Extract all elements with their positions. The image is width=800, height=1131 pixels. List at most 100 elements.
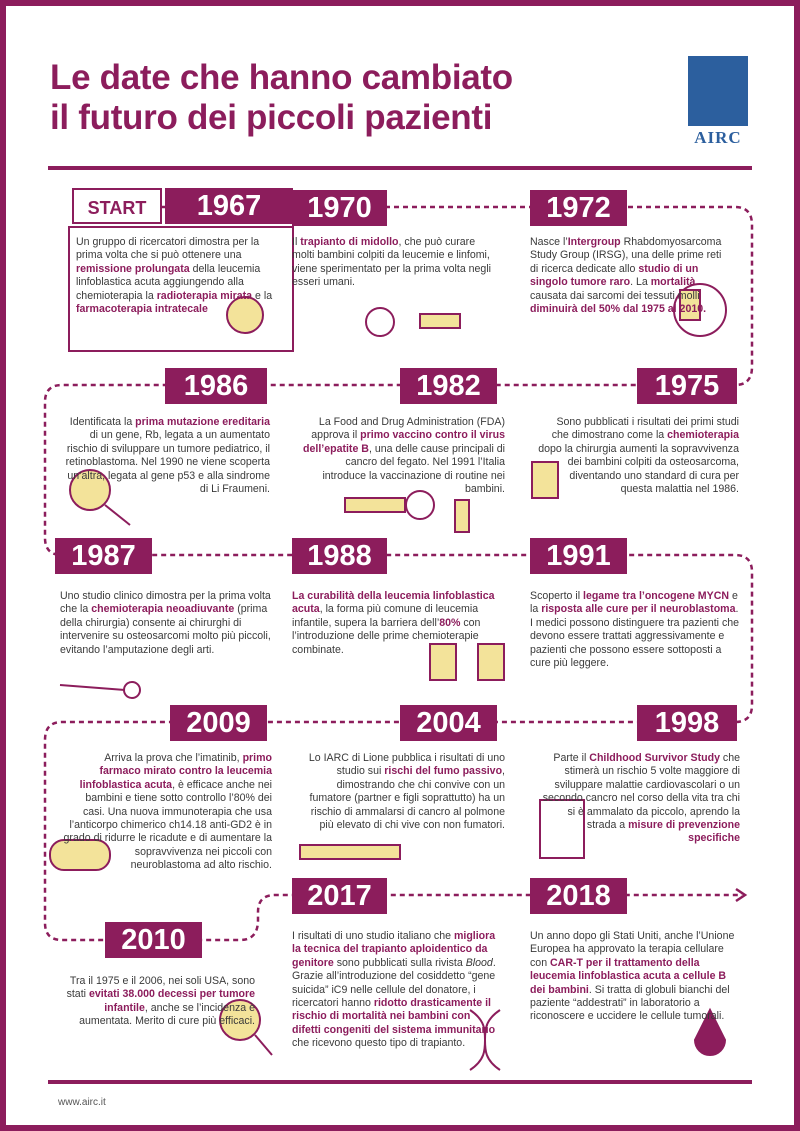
entry-text: Tra il 1975 e il 2006, nei soli USA, son… (50, 975, 255, 1029)
text-run: Lo IARC di Lione pubblica i risultati di… (308, 752, 505, 778)
bold-run: 80% (439, 616, 461, 629)
entry-text: La Food and Drug Administration (FDA) ap… (300, 416, 505, 496)
icons (49, 283, 727, 1071)
bold-run: legame tra l’oncogene MYCN (583, 590, 729, 602)
bold-run: CAR-T per il trattamento della leucemia … (530, 956, 727, 996)
text-run: e la (252, 289, 273, 302)
bold-run: remissione prolungata (76, 262, 190, 275)
bold-run: chemioterapia neoadiuvante (91, 603, 235, 616)
text-run: , una delle cause principali di cancro d… (322, 442, 505, 496)
bold-run: misure di prevenzione specifiche (628, 819, 740, 845)
start-box (68, 226, 294, 352)
text-run: Uno studio clinico dimostra per la prima… (60, 590, 271, 616)
text-run: della leucemia linfoblastica acuta aggiu… (76, 262, 261, 302)
italic-run: Blood (465, 956, 493, 969)
arrow-head (735, 887, 748, 903)
text-run: Arriva la prova che l’imatinib, (104, 752, 243, 764)
bold-run: Intergroup (567, 236, 621, 248)
text-run: (prima della chirurgia) consente ai chir… (60, 603, 271, 656)
year-badge: 2004 (400, 705, 497, 741)
bold-run: primo vaccino contro il virus dell’epati… (303, 429, 505, 455)
text-run: che stimerà un rischio 5 volte maggiore … (542, 752, 740, 832)
title-line: il futuro dei piccoli pazienti (50, 98, 493, 137)
entry-text: Arriva la prova che l’imatinib, primo fa… (62, 752, 272, 873)
year-badge: 1988 (292, 538, 387, 574)
entry-text: Parte il Childhood Survivor Study che st… (540, 752, 740, 846)
text-run: Un gruppo di ricercatori dimostra per la… (76, 236, 260, 262)
text-run: , anche se l’incidenza è aumentata. Meri… (79, 1001, 255, 1028)
bold-run: ridotto drasticamente il rischio di mort… (292, 997, 496, 1036)
entry-text: Scoperto il legame tra l’oncogene MYCN e… (530, 590, 742, 670)
entry-text: Uno studio clinico dimostra per la prima… (60, 590, 272, 657)
bold-run: Childhood Survivor Study (589, 752, 720, 764)
start-label: START (72, 188, 162, 224)
year-badge: 1987 (55, 538, 152, 574)
bottom-rule (48, 1080, 752, 1084)
year-badge: 1998 (637, 705, 737, 741)
bold-run: chemioterapia (667, 429, 739, 442)
text-run: Nasce l’ (530, 236, 568, 248)
bold-run: studio di un singolo tumore raro (530, 262, 699, 289)
text-run: , la forma più comune di leucemia infant… (292, 603, 479, 629)
bold-run: risposta alle cure per il neuroblastoma (541, 603, 736, 616)
logo (688, 56, 748, 126)
text-run: dopo la chirurgia aumenti la sopravviven… (538, 442, 739, 496)
year-badge: 2017 (292, 878, 387, 914)
year-badge: 1982 (400, 368, 497, 404)
bold-run: La curabilità della leucemia linfoblasti… (292, 590, 495, 616)
bold-run: prima mutazione ereditaria (135, 416, 270, 428)
text-run: Identificata la (69, 416, 136, 428)
year-badge: 1991 (530, 538, 627, 574)
entry-text: Il trapianto di midollo, che può curare … (292, 236, 497, 290)
dashed-line (43, 205, 754, 942)
text-run: con l’introduzione delle prime chemioter… (292, 616, 481, 656)
text-run: , che può curare molti bambini colpiti d… (292, 236, 492, 289)
year-badge: 1975 (637, 368, 737, 404)
text-run: di un gene, Rb, legata a un aumentato ri… (65, 429, 270, 496)
entry-text: I risultati di uno studio italiano che m… (292, 930, 502, 1051)
entry-text: Lo IARC di Lione pubblica i risultati di… (300, 752, 505, 832)
entry-text: Nasce l’Intergroup Rhabdomyosarcoma Stud… (530, 236, 730, 316)
text-run: e la (530, 590, 738, 616)
title-line: Le date che hanno cambiato (50, 58, 513, 97)
year-badge: 2009 (170, 705, 267, 741)
bold-run: rischi del fumo passivo (384, 765, 503, 778)
text-run: Scoperto il (530, 590, 583, 602)
year-badge: 1972 (530, 190, 627, 226)
logo-text: AIRC (694, 128, 742, 147)
footer: www.airc.it (58, 1097, 106, 1108)
text-run: Tra il 1975 e il 2006, nei soli USA, son… (66, 975, 255, 1001)
text-run: Un anno dopo gli Stati Uniti, anche l’Un… (530, 930, 735, 969)
bold-run: evitati 38.000 decessi per tumore infant… (88, 988, 255, 1014)
text-run: . I medici possono distinguere tra pazie… (530, 603, 740, 670)
entry-text: Un anno dopo gli Stati Uniti, anche l’Un… (530, 930, 740, 1024)
text-run: causata dai sarcomi dei tessuti molli (530, 289, 700, 302)
year-badge: 1970 (292, 190, 387, 226)
year-badge: 1986 (165, 368, 267, 404)
text-run: che ricevono questo tipo di trapianto. (292, 1037, 466, 1050)
text-run: Rhabdomyosarcoma Study Group (IRSG), una… (530, 236, 722, 275)
text-run: . La (630, 276, 651, 289)
text-run: La Food and Drug Administration (FDA) ap… (311, 416, 505, 442)
text-run: Il (292, 236, 301, 248)
bold-run: primo farmaco mirato contro la leucemia … (79, 752, 272, 791)
text-run: Sono pubblicati i risultati dei primi st… (551, 416, 739, 442)
bold-run: trapianto di midollo (300, 236, 399, 248)
entry-text: La curabilità della leucemia linfoblasti… (292, 590, 497, 657)
text-run: . Grazie all’introduzione del cosiddetto… (292, 956, 496, 1010)
year-badge: 2010 (105, 922, 202, 958)
text-run: I risultati di uno studio italiano che (292, 930, 454, 942)
bold-run: radioterapia mirata (156, 289, 253, 302)
entry-text: Un gruppo di ricercatori dimostra per la… (76, 236, 288, 316)
bold-run: mortalità (650, 276, 696, 289)
entry-text: Identificata la prima mutazione ereditar… (62, 416, 270, 496)
bold-run: diminuirà del 50% dal 1975 al 2010. (530, 303, 707, 316)
top-rule (48, 166, 752, 170)
text-run: . Si tratta di globuli bianchi del pazie… (530, 983, 730, 1023)
text-run: , dimostrando che chi convive con un fum… (309, 765, 506, 832)
text-run: sono pubblicati sulla rivista (333, 956, 466, 969)
